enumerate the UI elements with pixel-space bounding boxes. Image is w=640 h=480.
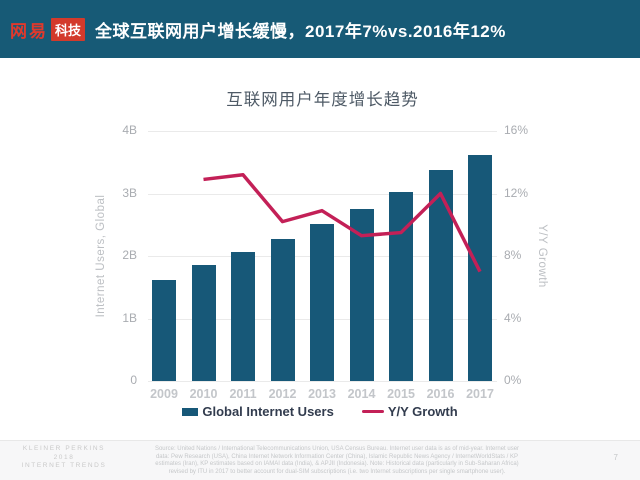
source-line-4: revised by ITU in 2017 to better account…	[168, 468, 506, 475]
bar-2013	[310, 223, 334, 381]
article-title: 全球互联网用户增长缓慢，2017年7%vs.2016年12%	[95, 21, 506, 41]
legend-label-users: Global Internet Users	[202, 404, 334, 419]
left-tick-label: 3B	[122, 185, 137, 200]
growth-line	[203, 173, 482, 273]
x-tick-2010: 2010	[189, 387, 218, 401]
brand-line-1: KLEINER PERKINS	[22, 445, 106, 452]
footer: KLEINER PERKINS 2018 INTERNET TRENDS Sou…	[0, 440, 640, 480]
x-tick-2013: 2013	[308, 387, 336, 401]
bar-2009	[152, 279, 176, 381]
source-line-1: Source: United Nations / International T…	[154, 446, 520, 452]
left-tick-label: 1B	[122, 310, 137, 325]
chart-title: 互联网用户年度增长趋势	[226, 91, 419, 109]
legend: Global Internet Users Y/Y Growth	[0, 404, 640, 419]
header-bar: 网易 科技 全球互联网用户增长缓慢，2017年7%vs.2016年12%	[0, 0, 640, 58]
right-tick-label: 0%	[504, 373, 522, 387]
bar-2011	[231, 251, 255, 381]
x-tick-2017: 2017	[466, 387, 494, 401]
netease-logo: 网易	[10, 21, 48, 41]
x-tick-2015: 2015	[387, 387, 415, 401]
legend-label-growth: Y/Y Growth	[387, 404, 458, 419]
right-tick-label: 16%	[504, 123, 529, 137]
left-tick-label: 0	[130, 373, 137, 387]
bar-swatch-icon	[182, 407, 199, 416]
source-line-2: data: Pew Research (USA), China Internet…	[155, 453, 519, 460]
left-tick-label: 4B	[122, 123, 137, 137]
right-tick-label: 12%	[504, 185, 529, 200]
right-tick-label: 4%	[504, 310, 522, 325]
legend-item-users: Global Internet Users	[182, 404, 334, 419]
gridline	[148, 381, 497, 382]
source-note: Source: United Nations / International T…	[128, 446, 546, 476]
left-tick-label: 2B	[122, 248, 137, 262]
brand-line-3: INTERNET TRENDS	[21, 462, 107, 469]
bar-2014	[349, 209, 374, 381]
x-tick-2011: 2011	[229, 387, 257, 401]
tech-badge: 科技	[51, 17, 86, 41]
x-tick-2009: 2009	[150, 387, 178, 401]
bar-2010	[191, 265, 216, 381]
x-tick-2016: 2016	[426, 387, 455, 401]
source-line-3: estimates (Iran), KP estimates based on …	[155, 461, 519, 467]
bar-2012	[270, 238, 295, 381]
kleiner-perkins-brand: KLEINER PERKINS 2018 INTERNET TRENDS	[12, 445, 116, 471]
gridline	[148, 193, 497, 195]
x-tick-2012: 2012	[268, 387, 297, 401]
page-number: 7	[613, 453, 618, 462]
right-tick-label: 8%	[504, 248, 522, 262]
legend-item-growth: Y/Y Growth	[361, 404, 458, 419]
brand-line-2: 2018	[53, 453, 75, 461]
plot-area	[148, 131, 497, 382]
x-tick-2014: 2014	[347, 387, 376, 401]
line-swatch-icon	[361, 409, 384, 414]
gridline	[148, 131, 497, 132]
